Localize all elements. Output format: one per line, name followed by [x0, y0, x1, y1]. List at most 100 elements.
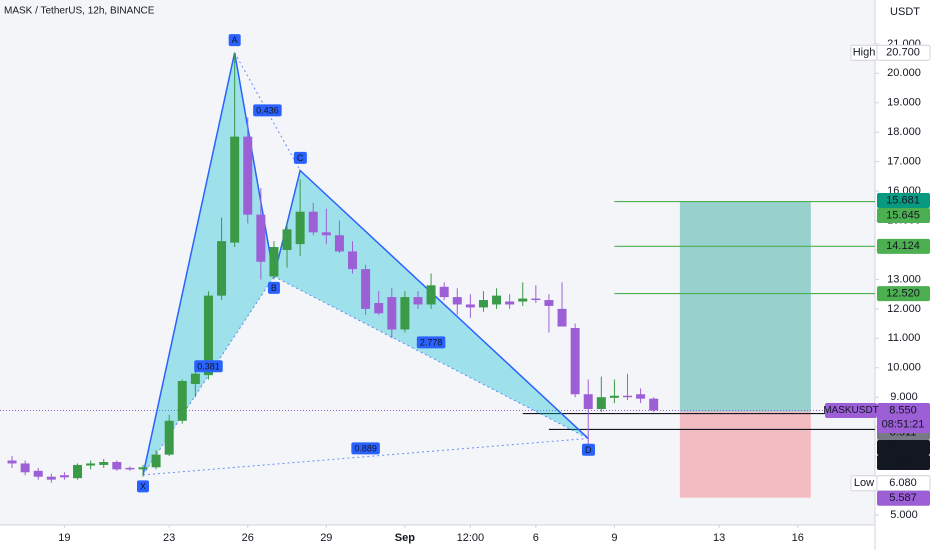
- candle-body: [649, 398, 659, 411]
- pattern-point-badge: [581, 443, 595, 456]
- candle-body: [400, 297, 410, 330]
- pattern-ratio-label: 0.436: [256, 105, 279, 115]
- price-tag: [877, 192, 930, 208]
- candle-body: [269, 247, 279, 277]
- candle-body: [177, 381, 187, 421]
- candle-body: [256, 214, 266, 262]
- candle-body: [33, 470, 43, 477]
- price-tag-name: Low: [854, 477, 874, 489]
- x-tick-label: 13: [713, 532, 725, 544]
- candle-body: [59, 475, 69, 478]
- candle-body: [203, 295, 213, 376]
- pattern-point-label: D: [585, 445, 592, 455]
- candle-body: [217, 241, 227, 296]
- y-tick-label: 13.000: [887, 273, 921, 285]
- y-tick-label: 20.000: [887, 67, 921, 79]
- pattern-ratio-badge: [351, 442, 380, 455]
- pattern-point-badge: [293, 151, 307, 164]
- x-tick-label: 12:00: [457, 532, 485, 544]
- price-tag-label: 8.444: [889, 441, 917, 453]
- candle-body: [596, 397, 606, 409]
- price-tag-label: 6.080: [889, 477, 917, 489]
- price-tag-label: 20.700: [886, 47, 920, 59]
- price-tag-name-box: [850, 475, 878, 492]
- pattern-ratio-label: 0.381: [197, 361, 220, 371]
- chart-title: MASK / TetherUS, 12h, BINANCE: [4, 6, 155, 17]
- x-tick-label: 26: [242, 532, 254, 544]
- candle-body: [282, 229, 292, 250]
- candle-body: [518, 298, 528, 302]
- x-tick-label: 9: [611, 532, 617, 544]
- pattern-point-label: C: [297, 153, 304, 163]
- position-target-zone: [679, 201, 811, 412]
- price-tag-label: 15.645: [886, 209, 920, 221]
- price-tag: [877, 490, 930, 506]
- candle-body: [361, 269, 371, 309]
- candle-body: [583, 394, 593, 409]
- candle-body: [465, 304, 475, 308]
- candle-body: [46, 476, 56, 480]
- price-tag-name-box: [850, 44, 878, 61]
- candle-body: [623, 395, 633, 398]
- candle-body: [478, 300, 488, 308]
- pattern-ratio-line: [273, 276, 589, 439]
- x-tick-label: 23: [163, 532, 175, 544]
- candle-body: [374, 302, 384, 314]
- pattern-point-label: B: [271, 283, 277, 293]
- candle-body: [86, 463, 96, 466]
- pattern-ratio-badge: [253, 104, 282, 117]
- symbol-tag: [825, 402, 877, 418]
- candle-body: [492, 295, 502, 305]
- candle-body: [570, 328, 580, 395]
- candle-body: [20, 463, 30, 473]
- pattern-ratio-badge: [194, 360, 223, 373]
- candle-body: [609, 395, 619, 398]
- plot-background: [0, 0, 875, 525]
- candle-body: [164, 420, 174, 455]
- candle-body: [73, 464, 83, 479]
- y-tick-label: 5.000: [890, 509, 918, 521]
- candle-body: [243, 136, 253, 215]
- pattern-ratio-badge: [416, 336, 446, 349]
- candle-body: [426, 285, 436, 305]
- pattern-point-label: A: [232, 35, 238, 45]
- y-tick-label: 18.000: [887, 126, 921, 138]
- price-tag: [877, 286, 930, 302]
- x-tick-label: 19: [58, 532, 70, 544]
- pattern-fill: [142, 52, 274, 475]
- candle-body: [7, 460, 17, 464]
- candle-body: [439, 286, 449, 298]
- y-tick-label: 9.000: [890, 391, 918, 403]
- price-tag: [877, 454, 930, 470]
- pattern-ratio-label: 0.889: [354, 443, 377, 453]
- last-price-tag: [877, 402, 930, 433]
- x-tick-label: Sep: [395, 532, 415, 544]
- candle-body: [348, 251, 358, 270]
- pattern-ratio-label: 2.778: [420, 337, 443, 347]
- candle-body: [452, 297, 462, 305]
- candle-body: [230, 136, 240, 243]
- price-tag-label: 7.906: [889, 456, 917, 468]
- candle-body: [321, 232, 331, 236]
- price-tag: [877, 439, 930, 455]
- last-price-countdown: 08:51:21: [882, 418, 925, 430]
- price-tag-label: 5.587: [889, 492, 917, 504]
- candle-body: [151, 454, 161, 468]
- price-tag-label: 14.124: [886, 240, 920, 252]
- last-price-label: 8.550: [889, 404, 917, 416]
- pattern-point-badge: [267, 281, 280, 294]
- candle-body: [112, 461, 122, 470]
- y-tick-label: 12.000: [887, 303, 921, 315]
- price-tag-name: High: [853, 47, 876, 59]
- candle-body: [387, 297, 397, 330]
- y-tick-label: 17.000: [887, 156, 921, 168]
- pattern-point-badge: [228, 34, 241, 47]
- candle-body: [334, 235, 344, 252]
- price-tag-label: 15.681: [886, 194, 920, 206]
- symbol-label: MASKUSDT: [823, 405, 879, 416]
- candle-body: [531, 298, 541, 301]
- y-tick-label: 11.000: [888, 332, 921, 344]
- pattern-point-label: X: [140, 481, 146, 491]
- candle-body: [413, 297, 423, 305]
